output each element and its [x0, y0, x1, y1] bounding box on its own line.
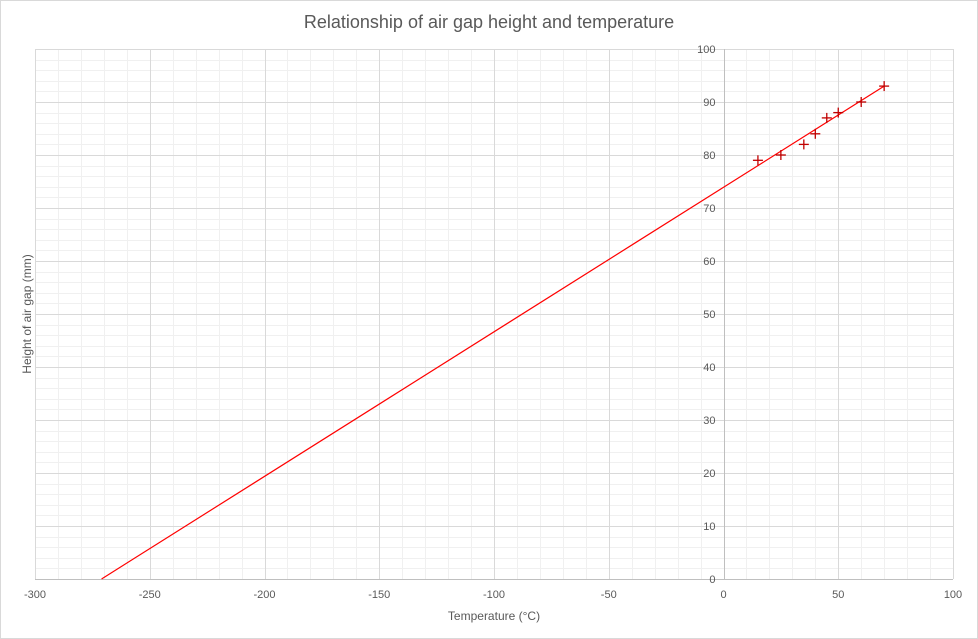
x-tick-label: -200: [253, 589, 275, 601]
y-tick-label: 10: [703, 521, 715, 533]
trendline: [101, 85, 885, 580]
y-tick-label: 100: [697, 44, 715, 56]
y-axis-title: Height of air gap (mm): [20, 254, 34, 373]
x-tick-label: -250: [139, 589, 161, 601]
x-tick-label: -150: [368, 589, 390, 601]
data-point: [810, 128, 821, 139]
x-tick-label: 0: [720, 589, 726, 601]
x-tick-label: -100: [483, 589, 505, 601]
x-tick-label: 50: [832, 589, 844, 601]
data-point: [833, 107, 844, 118]
y-tick-label: 70: [703, 203, 715, 215]
y-tick-label: 0: [709, 574, 715, 586]
y-tick-label: 30: [703, 415, 715, 427]
y-tick-label: 50: [703, 309, 715, 321]
data-point: [879, 81, 890, 92]
y-tick-label: 20: [703, 468, 715, 480]
data-point: [856, 97, 867, 107]
data-point: [775, 150, 786, 160]
data-point: [798, 139, 809, 150]
axes: [35, 49, 953, 580]
x-tick-label: 100: [944, 589, 962, 601]
trendline-group: [101, 85, 885, 580]
data-point: [821, 112, 832, 123]
x-axis-title: Temperature (°C): [448, 609, 540, 623]
data-point: [752, 155, 763, 166]
chart-title: Relationship of air gap height and tempe…: [304, 12, 674, 32]
y-tick-label: 40: [703, 362, 715, 374]
x-tick-label: -300: [24, 589, 46, 601]
gridlines: [35, 49, 954, 580]
data-points: [752, 81, 890, 166]
tick-labels: -300 -250 -200 -150 -100 -50 0 50 100 0 10 20 30 40 50…: [24, 44, 962, 601]
x-tick-label: -50: [601, 589, 617, 601]
y-tick-label: 90: [703, 97, 715, 109]
y-tick-label: 80: [703, 150, 715, 162]
y-tick-label: 60: [703, 256, 715, 268]
